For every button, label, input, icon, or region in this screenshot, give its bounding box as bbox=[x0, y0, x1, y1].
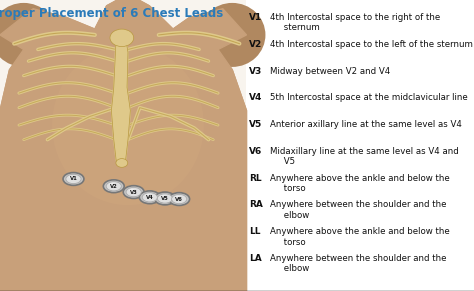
Circle shape bbox=[106, 182, 121, 191]
Bar bbox=[0, 0, 246, 291]
Circle shape bbox=[142, 193, 157, 202]
Circle shape bbox=[126, 187, 141, 197]
Text: LA: LA bbox=[249, 254, 262, 263]
Circle shape bbox=[123, 186, 144, 198]
Polygon shape bbox=[111, 35, 130, 163]
Circle shape bbox=[63, 173, 84, 185]
Text: V3: V3 bbox=[249, 67, 262, 76]
Ellipse shape bbox=[0, 3, 57, 67]
Polygon shape bbox=[0, 0, 246, 291]
Text: V2: V2 bbox=[110, 184, 118, 189]
Text: 4th Intercostal space to the left of the sternum: 4th Intercostal space to the left of the… bbox=[270, 40, 473, 49]
Text: V5: V5 bbox=[161, 196, 169, 201]
Text: V6: V6 bbox=[249, 147, 262, 156]
Text: Anterior axillary line at the same level as V4: Anterior axillary line at the same level… bbox=[270, 120, 462, 129]
Circle shape bbox=[172, 194, 187, 204]
Ellipse shape bbox=[52, 45, 204, 205]
Text: Proper Placement of 6 Chest Leads: Proper Placement of 6 Chest Leads bbox=[0, 7, 223, 20]
Polygon shape bbox=[0, 0, 246, 291]
Circle shape bbox=[66, 174, 81, 184]
Ellipse shape bbox=[110, 29, 134, 47]
Circle shape bbox=[157, 194, 173, 203]
Circle shape bbox=[69, 176, 74, 179]
Text: Anywhere above the ankle and below the
     torso: Anywhere above the ankle and below the t… bbox=[270, 174, 450, 193]
Circle shape bbox=[139, 191, 160, 204]
Text: V4: V4 bbox=[249, 93, 262, 102]
Text: Midway between V2 and V4: Midway between V2 and V4 bbox=[270, 67, 391, 76]
Text: V3: V3 bbox=[130, 189, 137, 195]
Text: V1: V1 bbox=[70, 176, 77, 182]
Text: Anywhere between the shoulder and the
     elbow: Anywhere between the shoulder and the el… bbox=[270, 254, 447, 274]
Text: V4: V4 bbox=[146, 195, 154, 200]
Text: Midaxillary line at the same level as V4 and
     V5: Midaxillary line at the same level as V4… bbox=[270, 147, 459, 166]
Circle shape bbox=[109, 183, 114, 186]
Circle shape bbox=[175, 196, 180, 199]
Text: 5th Intercostal space at the midclavicular line: 5th Intercostal space at the midclavicul… bbox=[270, 93, 468, 102]
Circle shape bbox=[161, 195, 165, 198]
Text: RA: RA bbox=[249, 200, 263, 210]
Circle shape bbox=[129, 189, 134, 192]
Text: RL: RL bbox=[249, 174, 262, 183]
Text: LL: LL bbox=[249, 227, 260, 236]
Circle shape bbox=[146, 194, 150, 197]
Circle shape bbox=[169, 193, 190, 205]
Circle shape bbox=[155, 192, 175, 205]
Text: Anywhere above the ankle and below the
     torso: Anywhere above the ankle and below the t… bbox=[270, 227, 450, 247]
Text: Anywhere between the shoulder and the
     elbow: Anywhere between the shoulder and the el… bbox=[270, 200, 447, 220]
Ellipse shape bbox=[199, 3, 265, 67]
Circle shape bbox=[103, 180, 124, 193]
Text: 4th Intercostal space to the right of the
     sternum: 4th Intercostal space to the right of th… bbox=[270, 13, 440, 33]
Text: V2: V2 bbox=[249, 40, 262, 49]
Text: V5: V5 bbox=[249, 120, 262, 129]
Text: V1: V1 bbox=[249, 13, 262, 22]
Text: V6: V6 bbox=[175, 196, 183, 202]
Ellipse shape bbox=[116, 159, 128, 167]
